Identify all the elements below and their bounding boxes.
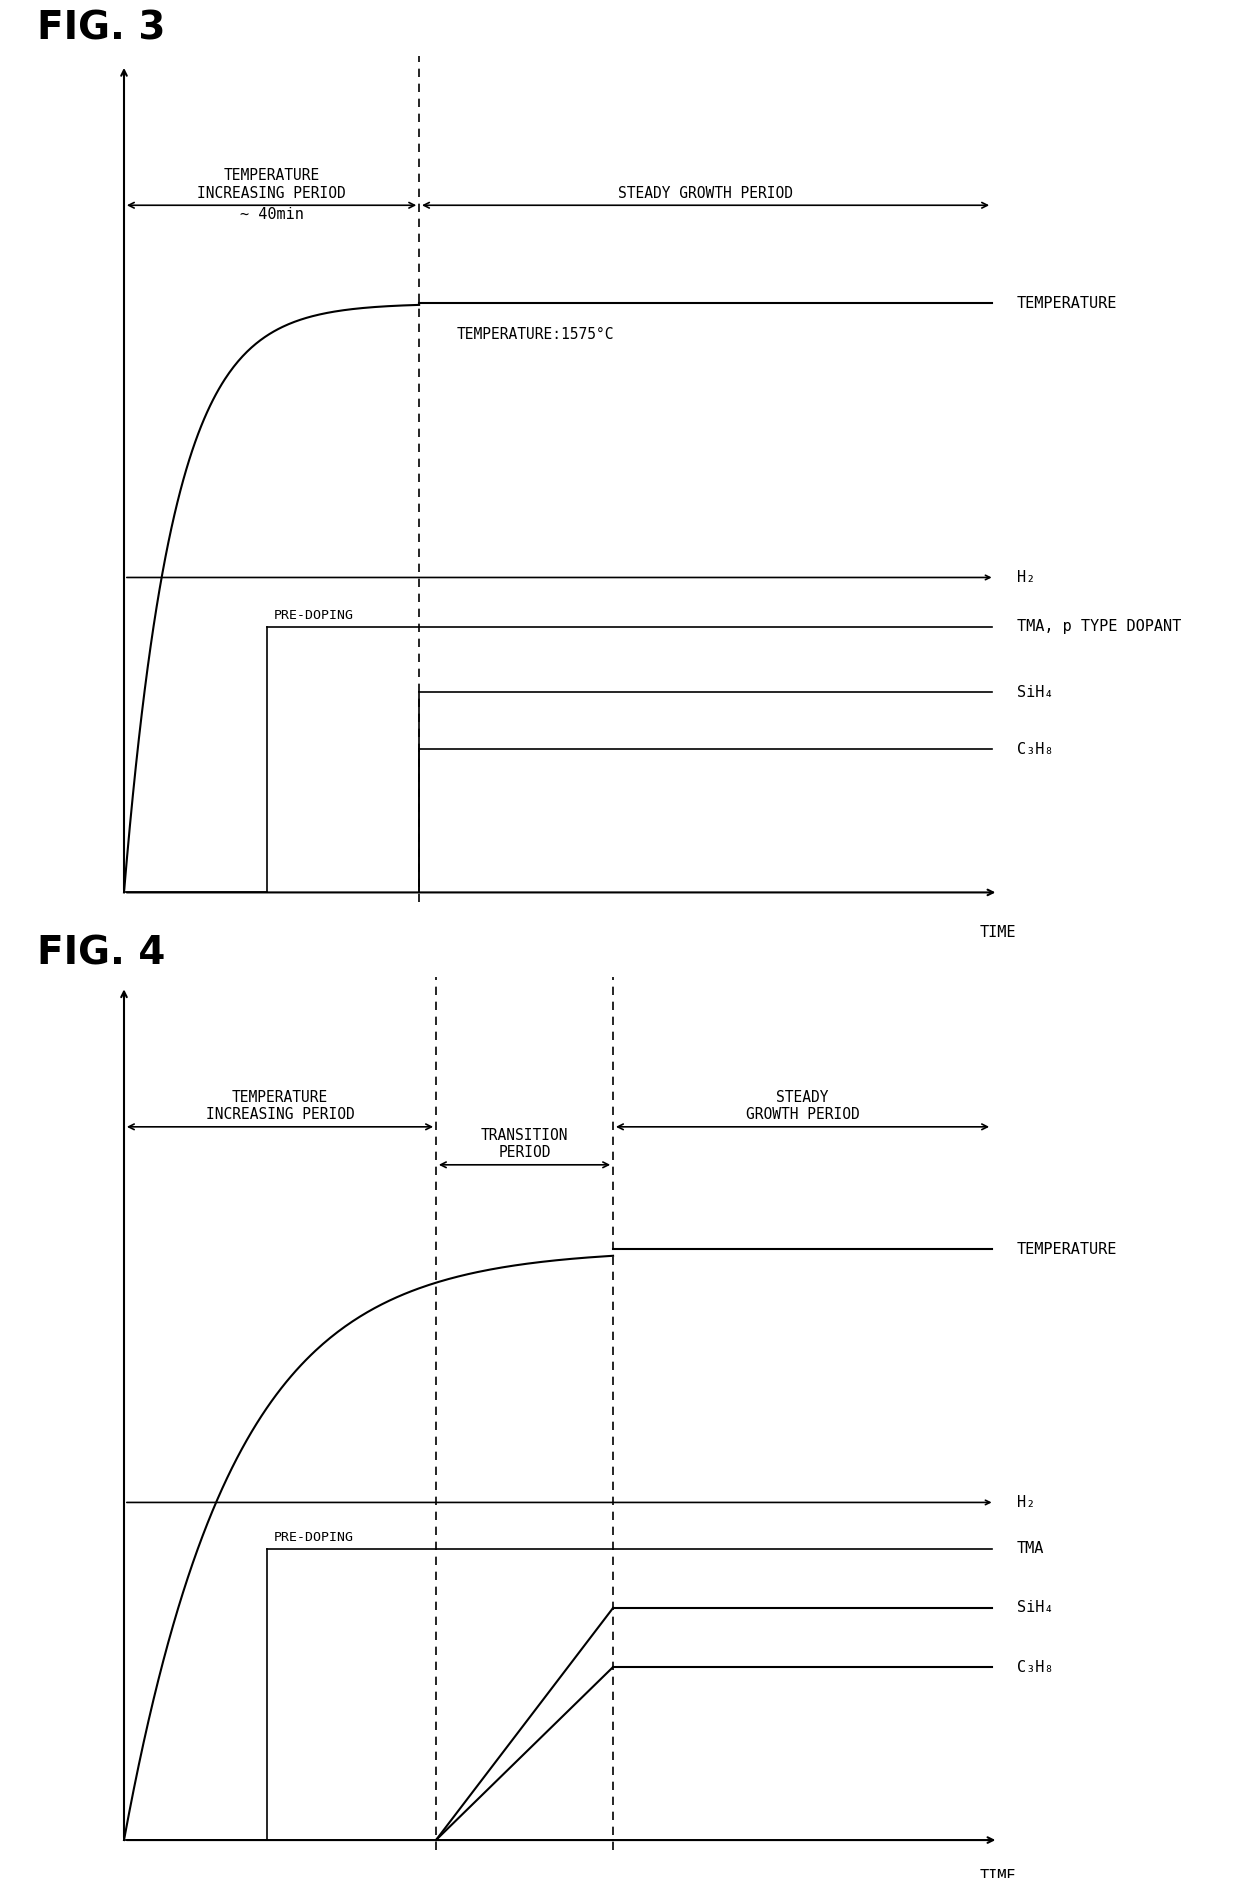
Text: PRE-DOPING: PRE-DOPING [274,608,353,622]
Text: SiH₄: SiH₄ [1017,1600,1053,1615]
Text: TEMPERATURE
INCREASING PERIOD: TEMPERATURE INCREASING PERIOD [197,169,346,201]
Text: H₂: H₂ [1017,1495,1035,1510]
Text: SiH₄: SiH₄ [1017,684,1053,699]
Text: TIME: TIME [980,926,1017,941]
Text: C₃H₈: C₃H₈ [1017,1660,1053,1675]
Text: C₃H₈: C₃H₈ [1017,742,1053,757]
Text: TIME: TIME [980,1869,1017,1878]
Text: FIG. 4: FIG. 4 [37,935,166,973]
Text: STEADY
GROWTH PERIOD: STEADY GROWTH PERIOD [745,1089,859,1121]
Text: TEMPERATURE: TEMPERATURE [1017,297,1117,312]
Text: TEMPERATURE: TEMPERATURE [1017,1241,1117,1256]
Text: TMA: TMA [1017,1542,1044,1557]
Text: TEMPERATURE
INCREASING PERIOD: TEMPERATURE INCREASING PERIOD [206,1089,355,1121]
Text: STEADY GROWTH PERIOD: STEADY GROWTH PERIOD [618,186,794,201]
Text: TMA, p TYPE DOPANT: TMA, p TYPE DOPANT [1017,620,1180,635]
Text: PRE-DOPING: PRE-DOPING [274,1531,353,1544]
Text: TRANSITION
PERIOD: TRANSITION PERIOD [481,1127,568,1161]
Text: FIG. 3: FIG. 3 [37,9,166,47]
Text: TEMPERATURE:1575°C: TEMPERATURE:1575°C [456,327,614,342]
Text: ~ 40min: ~ 40min [239,207,304,222]
Text: H₂: H₂ [1017,571,1035,584]
